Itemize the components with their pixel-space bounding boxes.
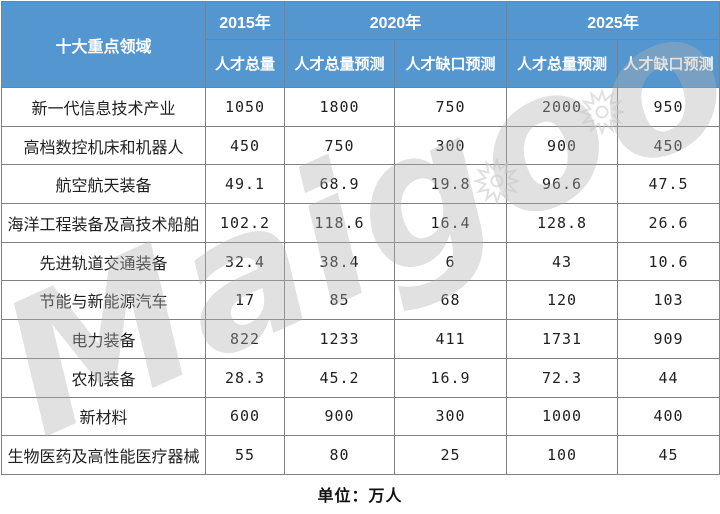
subheader-2025-total-forecast: 人才总量预测 [506,39,619,88]
talent-forecast-table: 十大重点领域 2015年 2020年 2025年 人才总量 人才总量预测 人才缺… [1,1,720,475]
cell-value: 100 [506,435,619,475]
table-row: 海洋工程装备及高技术船舶 102.2 118.6 16.4 128.8 26.6 [1,203,720,243]
cell-value: 909 [617,319,720,359]
cell-value: 300 [393,125,508,166]
cell-value: 45.2 [284,357,395,398]
cell-value: 1800 [284,87,395,127]
cell-value: 1731 [506,319,619,359]
cell-value: 411 [393,319,508,359]
table-row: 农机装备 28.3 45.2 16.9 72.3 44 [1,357,720,398]
cell-value: 28.3 [205,357,285,398]
table-row: 新一代信息技术产业 1050 1800 750 2000 950 [1,87,720,127]
row-label: 电力装备 [1,319,206,359]
cell-value: 300 [393,396,508,437]
cell-value: 44 [617,357,720,398]
cell-value: 900 [506,125,619,166]
cell-value: 1000 [506,396,619,437]
cell-value: 450 [617,125,720,166]
cell-value: 120 [506,280,619,321]
cell-value: 45 [617,435,720,475]
table-body: 新一代信息技术产业 1050 1800 750 2000 950 高档数控机床和… [1,87,720,475]
row-label: 农机装备 [1,357,206,398]
subheader-2025-gap-forecast: 人才缺口预测 [617,39,720,88]
cell-value: 49.1 [205,164,285,205]
cell-value: 6 [393,241,508,282]
table-row: 新材料 600 900 300 1000 400 [1,396,720,437]
table-row: 先进轨道交通装备 32.4 38.4 6 43 10.6 [1,241,720,282]
cell-value: 600 [205,396,285,437]
cell-value: 1233 [284,319,395,359]
cell-value: 750 [393,87,508,127]
cell-value: 68.9 [284,164,395,205]
cell-value: 103 [617,280,720,321]
cell-value: 450 [205,125,285,166]
row-label: 先进轨道交通装备 [1,241,206,282]
row-label: 航空航天装备 [1,164,206,205]
row-label: 节能与新能源汽车 [1,280,206,321]
cell-value: 47.5 [617,164,720,205]
subheader-2020-gap-forecast: 人才缺口预测 [393,39,508,88]
cell-value: 32.4 [205,241,285,282]
cell-value: 128.8 [506,203,619,243]
cell-value: 96.6 [506,164,619,205]
cell-value: 102.2 [205,203,285,243]
cell-value: 26.6 [617,203,720,243]
cell-value: 43 [506,241,619,282]
year-header-2015: 2015年 [205,1,285,40]
row-label: 新材料 [1,396,206,437]
unit-note: 单位：万人 [317,488,403,505]
cell-value: 80 [284,435,395,475]
cell-value: 25 [393,435,508,475]
table-header: 十大重点领域 2015年 2020年 2025年 人才总量 人才总量预测 人才缺… [1,1,720,88]
cell-value: 72.3 [506,357,619,398]
cell-value: 750 [284,125,395,166]
cell-value: 17 [205,280,285,321]
cell-value: 822 [205,319,285,359]
subheader-2020-total-forecast: 人才总量预测 [284,39,395,88]
cell-value: 68 [393,280,508,321]
subheader-2015-total: 人才总量 [205,39,285,88]
corner-header-cell: 十大重点领域 [1,1,206,88]
cell-value: 16.4 [393,203,508,243]
table-row: 电力装备 822 1233 411 1731 909 [1,319,720,359]
cell-value: 38.4 [284,241,395,282]
table-row: 航空航天装备 49.1 68.9 19.8 96.6 47.5 [1,164,720,205]
cell-value: 2000 [506,87,619,127]
row-label: 生物医药及高性能医疗器械 [1,435,206,475]
row-label: 高档数控机床和机器人 [1,125,206,166]
year-header-2020: 2020年 [283,1,508,40]
cell-value: 900 [284,396,395,437]
row-label: 海洋工程装备及高技术船舶 [1,203,206,243]
cell-value: 400 [617,396,720,437]
cell-value: 118.6 [284,203,395,243]
row-label: 新一代信息技术产业 [1,87,206,127]
year-header-2025: 2025年 [506,1,720,40]
table-row: 高档数控机床和机器人 450 750 300 900 450 [1,125,720,166]
cell-value: 1050 [205,87,285,127]
cell-value: 16.9 [393,357,508,398]
cell-value: 19.8 [393,164,508,205]
table-row: 生物医药及高性能医疗器械 55 80 25 100 45 [1,435,720,475]
cell-value: 10.6 [617,241,720,282]
cell-value: 55 [205,435,285,475]
cell-value: 950 [617,87,720,127]
table-row: 节能与新能源汽车 17 85 68 120 103 [1,280,720,321]
cell-value: 85 [284,280,395,321]
